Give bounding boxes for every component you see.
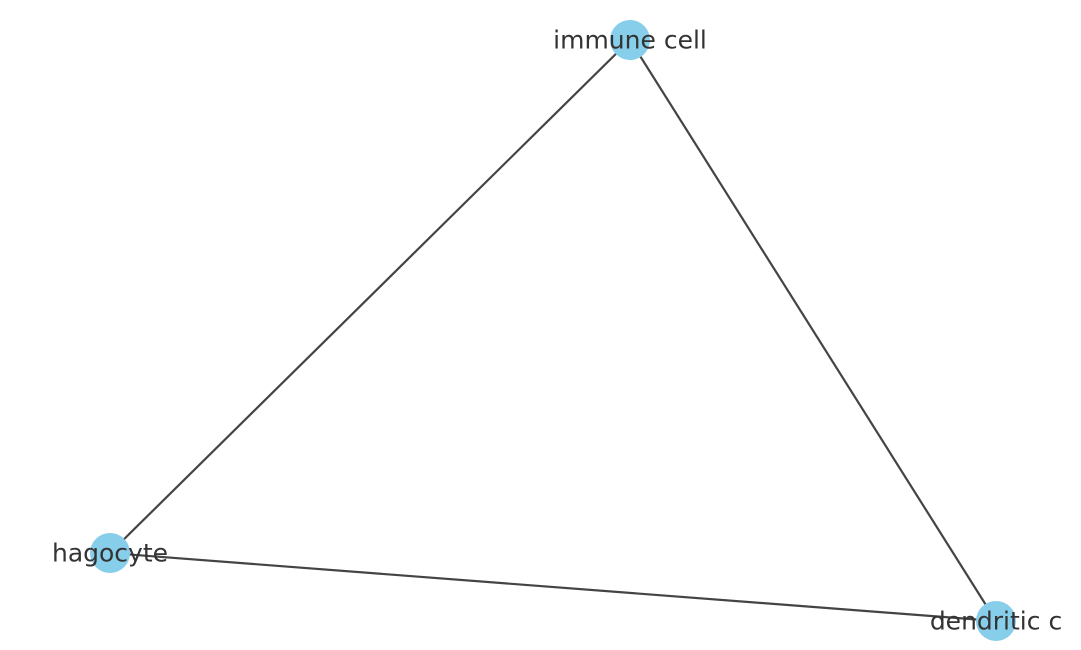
node-label-immune: immune cell (553, 26, 707, 55)
edge-hagocyte-dendritic (109, 551, 997, 623)
node-immune (610, 20, 650, 60)
node-label-dendritic: dendritic c (930, 607, 1062, 636)
node-dendritic (976, 601, 1016, 641)
nodes-layer (90, 20, 1016, 641)
edge-immune-dendritic (629, 39, 997, 622)
node-hagocyte (90, 533, 130, 573)
edge-immune-hagocyte (109, 39, 631, 554)
edges-layer (109, 39, 997, 623)
labels-layer: immune cell hagocyte dendritic c (52, 26, 1062, 636)
node-label-hagocyte: hagocyte (52, 539, 168, 568)
